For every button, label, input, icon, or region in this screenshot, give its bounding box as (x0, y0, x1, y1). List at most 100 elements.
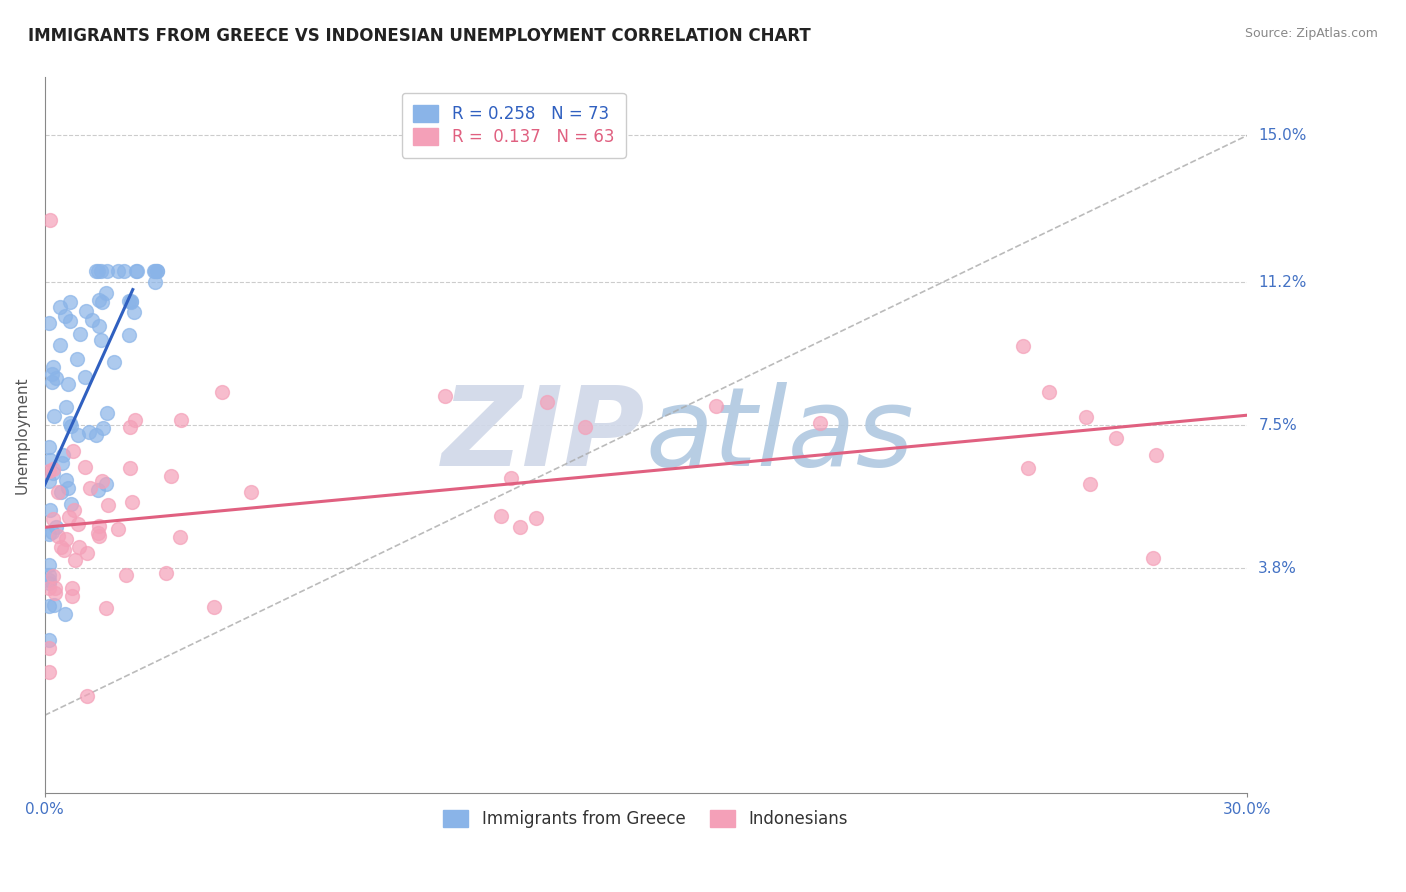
Point (124, 264, 146, 278)
Point (51, 540, 73, 554)
Point (524, 510, 547, 524)
Point (38, 316, 60, 330)
Point (55, 474, 77, 488)
Point (38, 440, 60, 454)
Point (55, 400, 77, 414)
Point (91, 294, 114, 309)
Point (89, 519, 111, 533)
Point (38, 573, 60, 587)
Point (489, 508, 512, 523)
Point (39, 452, 62, 467)
Point (53, 309, 76, 323)
Point (160, 469, 183, 483)
Point (52, 543, 75, 558)
Point (63, 502, 86, 516)
Point (90, 333, 112, 347)
Point (55, 532, 77, 546)
Point (62, 444, 84, 458)
Point (75, 303, 97, 318)
Point (41, 359, 63, 374)
Point (73, 460, 96, 475)
Point (96, 406, 118, 420)
Point (574, 420, 596, 434)
Point (107, 264, 129, 278)
Point (76, 546, 98, 560)
Point (59, 314, 82, 328)
Point (96, 601, 118, 615)
Point (90, 264, 112, 278)
Point (59, 295, 82, 310)
Point (146, 264, 169, 278)
Point (1038, 385, 1060, 400)
Point (49, 484, 72, 499)
Point (38, 558, 60, 573)
Point (49, 337, 72, 351)
Point (42, 568, 65, 582)
Point (87, 529, 110, 543)
Point (808, 417, 831, 431)
Point (143, 264, 166, 278)
Point (118, 294, 141, 309)
Point (142, 264, 165, 278)
Point (499, 471, 522, 485)
Point (67, 540, 90, 554)
Point (38, 665, 60, 679)
Point (38, 576, 60, 591)
Point (60, 590, 83, 604)
Point (202, 600, 225, 615)
Point (59, 498, 82, 512)
Point (536, 395, 558, 409)
Point (1144, 449, 1167, 463)
Point (80, 313, 103, 327)
Text: ZIP: ZIP (443, 382, 645, 489)
Point (49, 301, 72, 315)
Point (46, 485, 69, 500)
Point (45, 371, 67, 385)
Point (94, 285, 117, 300)
Point (239, 485, 262, 500)
Point (1017, 460, 1039, 475)
Point (38, 633, 60, 648)
Point (84, 264, 107, 278)
Point (66, 516, 89, 531)
Point (79, 481, 101, 495)
Point (120, 294, 142, 309)
Point (118, 460, 141, 475)
Point (77, 425, 100, 439)
Point (86, 526, 108, 541)
Text: 15.0%: 15.0% (1258, 128, 1306, 143)
Point (38, 599, 60, 614)
Text: atlas: atlas (645, 382, 914, 489)
Text: 3.8%: 3.8% (1258, 561, 1298, 576)
Point (84, 427, 107, 442)
Text: Source: ZipAtlas.com: Source: ZipAtlas.com (1244, 27, 1378, 40)
Point (91, 474, 114, 488)
Point (38, 464, 60, 478)
Point (1012, 339, 1035, 353)
Point (73, 370, 96, 384)
Point (38, 581, 60, 595)
Point (87, 293, 110, 308)
Point (60, 581, 83, 595)
Point (38, 641, 60, 656)
Point (86, 264, 108, 278)
Point (91, 421, 114, 435)
Point (42, 512, 65, 526)
Point (38, 526, 60, 541)
Point (38, 568, 60, 582)
Point (120, 420, 142, 434)
Point (44, 585, 66, 599)
Y-axis label: Unemployment: Unemployment (15, 376, 30, 494)
Point (1105, 431, 1128, 445)
Point (53, 607, 76, 621)
Point (66, 428, 89, 442)
Point (69, 326, 91, 341)
Point (434, 389, 457, 403)
Point (211, 384, 233, 399)
Point (97, 498, 120, 512)
Point (45, 520, 67, 534)
Point (38, 474, 60, 488)
Point (124, 413, 146, 427)
Point (42, 409, 65, 424)
Legend: Immigrants from Greece, Indonesians: Immigrants from Greece, Indonesians (437, 803, 855, 834)
